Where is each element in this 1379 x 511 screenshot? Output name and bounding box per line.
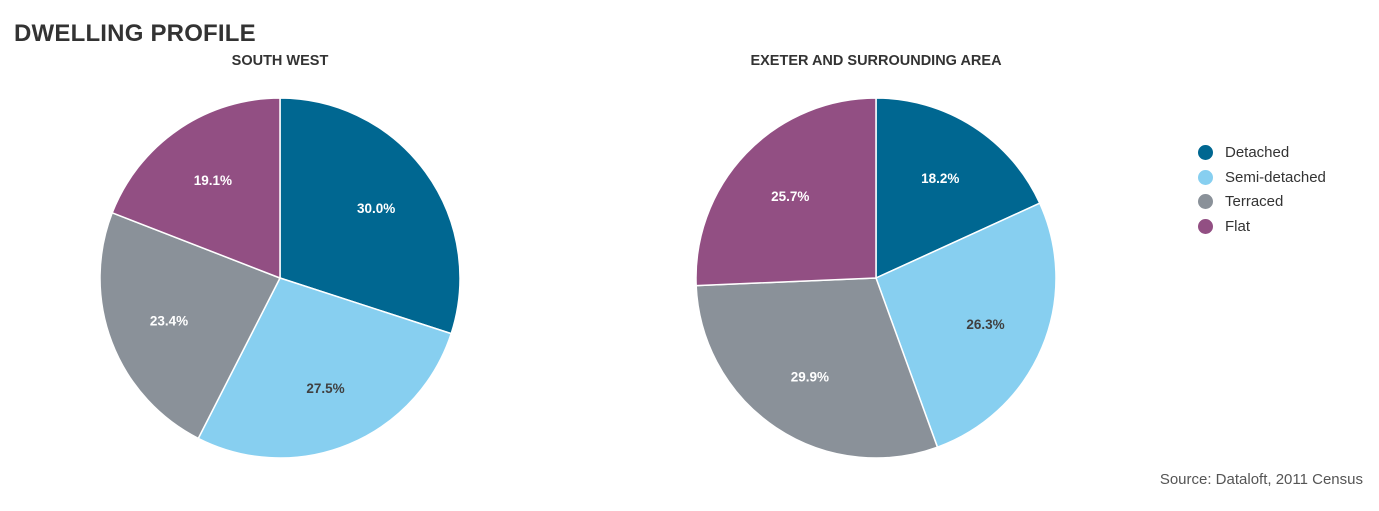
legend-label-flat: Flat [1225, 217, 1251, 235]
data-label-detached: 18.2% [921, 171, 959, 186]
data-label-semi-detached: 27.5% [306, 381, 344, 396]
data-label-semi-detached: 26.3% [966, 317, 1004, 332]
pie-slice-terraced [99, 212, 281, 440]
pie-slice-detached [279, 97, 461, 335]
data-label-detached: 30.0% [357, 201, 395, 216]
pie-slice-flat [111, 97, 281, 279]
data-label-terraced: 29.9% [791, 370, 829, 385]
data-label-terraced: 23.4% [150, 313, 188, 328]
data-label-flat: 25.7% [771, 189, 809, 204]
legend-item-flat: Flat [1198, 217, 1326, 242]
legend-swatch-semi-detached [1198, 169, 1213, 185]
pie-chart-south-west: SOUTH WEST 30.0% 27.5% 23.4% 19.1% [99, 53, 461, 459]
pie-slice-semi-detached [197, 277, 452, 459]
legend-item-semi-detached: Semi-detached [1198, 168, 1326, 193]
pie-slice-flat [695, 97, 877, 287]
legend-label-terraced: Terraced [1225, 193, 1284, 210]
pie-slice-detached [875, 97, 1041, 279]
page-title: DWELLING PROFILE [14, 20, 256, 47]
data-label-flat: 19.1% [194, 173, 232, 188]
legend-swatch-terraced [1198, 194, 1213, 209]
legend: Detached Semi-detached Terraced Flat [1198, 143, 1326, 241]
legend-label-detached: Detached [1225, 144, 1290, 161]
source-note: Source: Dataloft, 2011 Census [1159, 471, 1363, 488]
legend-label-semi-detached: Semi-detached [1225, 168, 1326, 186]
legend-item-terraced: Terraced [1198, 192, 1326, 217]
pie-chart-exeter-and-surrounding-area: EXETER AND SURROUNDING AREA 18.2% 26.3% 29.… [695, 53, 1057, 459]
legend-swatch-flat [1198, 218, 1213, 234]
chart-title: SOUTH WEST [232, 53, 329, 69]
pie-slice-semi-detached [875, 202, 1057, 448]
pie-slice-terraced [695, 277, 939, 459]
chart-title: EXETER AND SURROUNDING AREA [750, 53, 1002, 69]
legend-item-detached: Detached [1198, 143, 1326, 168]
legend-swatch-detached [1198, 145, 1213, 160]
